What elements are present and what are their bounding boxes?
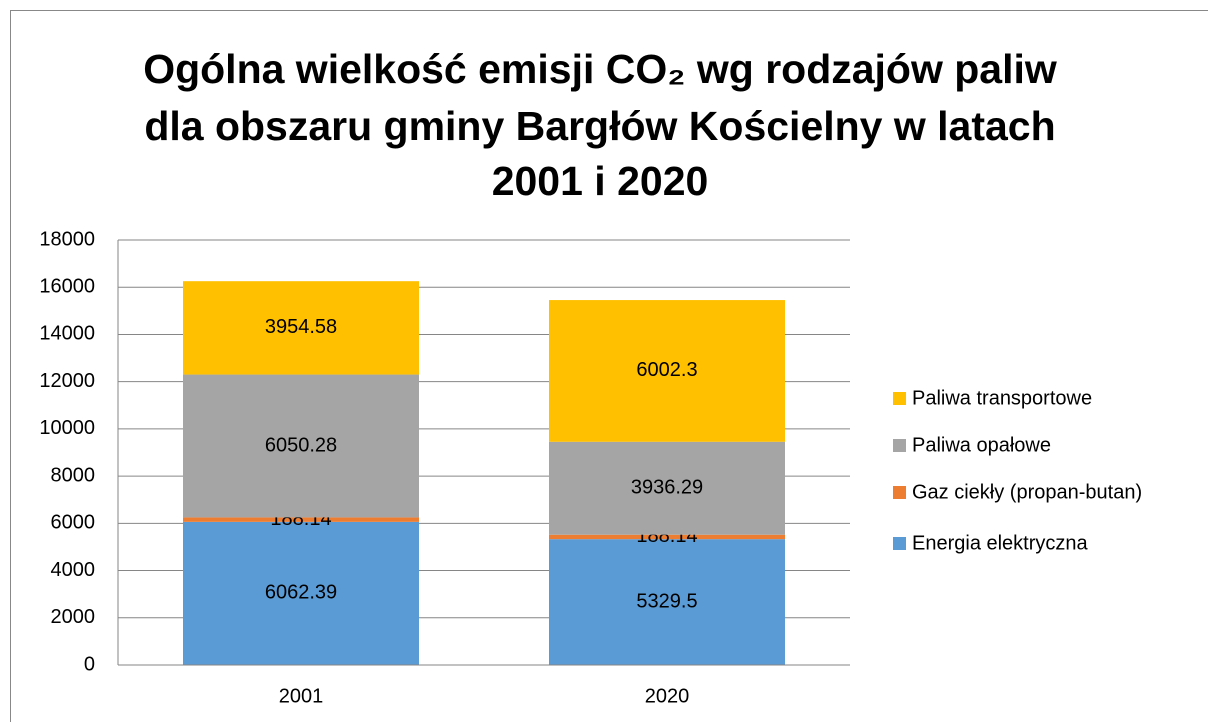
- data-label: 6002.3: [636, 359, 697, 381]
- bar-segment: [183, 517, 419, 522]
- bar-segment: [183, 521, 419, 665]
- data-label: 3954.58: [265, 316, 337, 338]
- bar-segment: [549, 441, 785, 535]
- y-tick-label: 14000: [39, 323, 95, 345]
- bar-segment: [549, 534, 785, 540]
- chart-title: 2001 i 2020: [492, 158, 709, 204]
- y-tick-label: 16000: [39, 276, 95, 298]
- y-tick-label: 0: [84, 653, 95, 675]
- x-tick-label: 2020: [645, 685, 690, 707]
- chart-title: dla obszaru gminy Bargłów Kościelny w la…: [144, 103, 1055, 149]
- y-tick-label: 8000: [51, 464, 96, 486]
- y-tick-label: 2000: [51, 606, 96, 628]
- legend-label: Paliwa opałowe: [912, 434, 1051, 456]
- legend-label: Energia elektryczna: [912, 532, 1089, 554]
- legend-swatch: [893, 439, 906, 452]
- chart-title: Ogólna wielkość emisji CO₂ wg rodzajów p…: [143, 46, 1057, 92]
- data-label: 6050.28: [265, 434, 337, 456]
- bar-segment: [183, 374, 419, 518]
- data-label: 6062.39: [265, 582, 337, 604]
- legend-swatch: [893, 537, 906, 550]
- legend-swatch: [893, 486, 906, 499]
- bar-segment: [549, 300, 785, 442]
- bar-segment: [183, 281, 419, 375]
- bar-segment: [549, 539, 785, 665]
- data-label: 5329.5: [636, 590, 697, 612]
- y-tick-label: 4000: [51, 559, 96, 581]
- legend-label: Paliwa transportowe: [912, 387, 1092, 409]
- y-tick-label: 6000: [51, 512, 96, 534]
- legend-swatch: [893, 392, 906, 405]
- data-label: 3936.29: [631, 477, 703, 499]
- x-tick-label: 2001: [279, 685, 324, 707]
- y-tick-label: 18000: [39, 228, 95, 250]
- legend-label: Gaz ciekły (propan-butan): [912, 481, 1142, 503]
- y-tick-label: 10000: [39, 417, 95, 439]
- y-tick-label: 12000: [39, 370, 95, 392]
